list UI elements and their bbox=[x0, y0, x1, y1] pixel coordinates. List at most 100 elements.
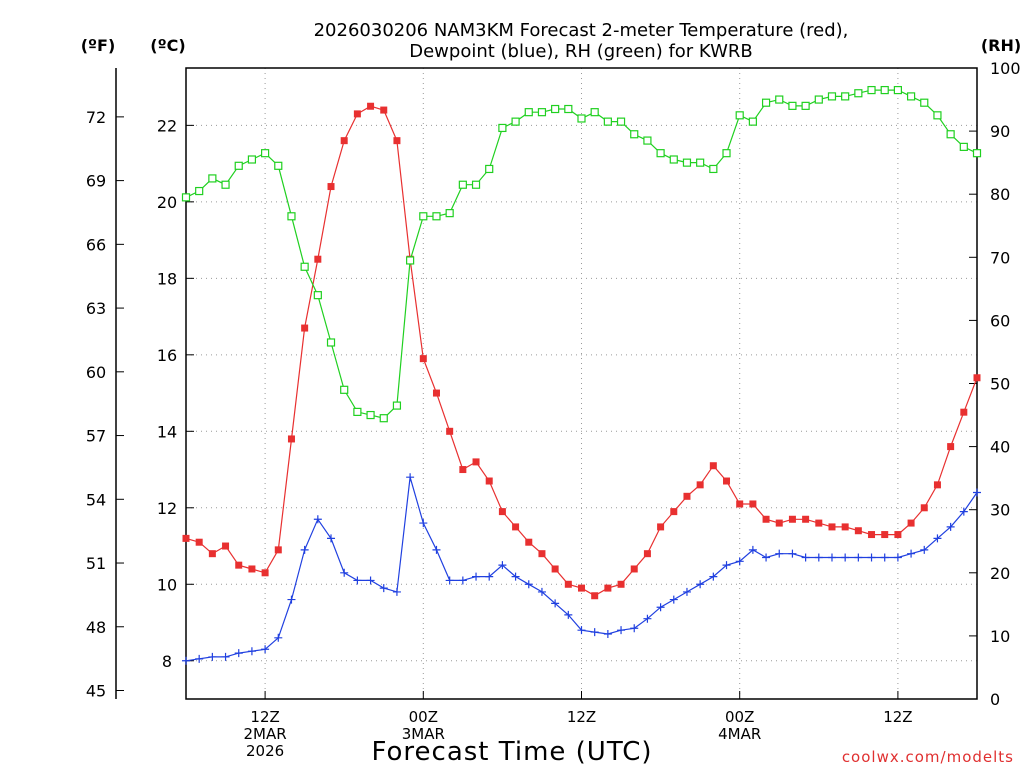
celsius-tick-label: 20 bbox=[157, 193, 177, 212]
series-2-point-49 bbox=[827, 92, 837, 101]
series-2-point-51 bbox=[854, 89, 863, 98]
series-0-point-5 bbox=[248, 565, 256, 573]
series-1-point-56 bbox=[920, 545, 929, 554]
series-1-point-4 bbox=[234, 649, 243, 658]
series-1-point-35 bbox=[643, 614, 652, 623]
series-2-point-20 bbox=[445, 209, 454, 218]
x-axis-label: Forecast Time (UTC) bbox=[371, 737, 652, 767]
series-1-point-36 bbox=[656, 603, 665, 612]
series-0-point-56 bbox=[920, 504, 928, 512]
series-1-point-28 bbox=[551, 599, 560, 608]
x-tick-label-0-1: 2MAR bbox=[244, 725, 287, 743]
series-2-point-45 bbox=[775, 95, 784, 104]
series-1-point-40 bbox=[709, 572, 718, 581]
series-0-point-30 bbox=[578, 584, 585, 592]
series-0-point-45 bbox=[775, 519, 783, 527]
rh-tick-label: 40 bbox=[990, 438, 1010, 457]
series-0-point-12 bbox=[340, 137, 348, 145]
series-2-point-35 bbox=[643, 136, 652, 145]
series-2-point-29 bbox=[564, 104, 573, 114]
series-1-point-2 bbox=[208, 652, 217, 661]
series-2-point-38 bbox=[682, 158, 692, 167]
x-tick-label-1-0: 00Z bbox=[409, 708, 438, 726]
series-1-point-58 bbox=[946, 522, 955, 531]
series-1-point-25 bbox=[511, 572, 520, 581]
celsius-unit-label: (ºC) bbox=[150, 36, 185, 55]
rh-tick-label: 10 bbox=[990, 627, 1010, 646]
fahrenheit-tick-label: 72 bbox=[86, 108, 106, 127]
series-2-point-47 bbox=[801, 101, 810, 110]
series-0-point-47 bbox=[802, 515, 810, 523]
x-tick-label-0-2: 2026 bbox=[246, 742, 284, 760]
series-0-point-31 bbox=[591, 592, 599, 600]
series-2-point-14 bbox=[366, 410, 375, 420]
celsius-tick-label: 10 bbox=[157, 575, 177, 594]
series-1-point-31 bbox=[590, 628, 599, 637]
series-2-point-15 bbox=[379, 414, 388, 423]
series-0-point-41 bbox=[723, 477, 731, 485]
series-line-0 bbox=[185, 105, 978, 597]
series-1-point-34 bbox=[630, 624, 639, 633]
fahrenheit-tick-label: 69 bbox=[86, 172, 106, 191]
series-1-point-18 bbox=[419, 519, 428, 528]
series-2-point-57 bbox=[933, 111, 942, 120]
series-1-point-50 bbox=[841, 553, 850, 562]
series-1-point-3 bbox=[221, 652, 230, 661]
series-0-point-13 bbox=[353, 110, 361, 118]
series-1-point-12 bbox=[340, 568, 349, 577]
fahrenheit-tick-label: 60 bbox=[86, 363, 106, 382]
series-0-point-53 bbox=[881, 531, 889, 539]
series-1-point-30 bbox=[577, 626, 586, 635]
series-0-point-29 bbox=[564, 580, 572, 588]
rh-tick-label: 70 bbox=[990, 248, 1010, 267]
series-0-point-1 bbox=[195, 538, 203, 546]
fahrenheit-tick-label: 57 bbox=[86, 427, 106, 446]
series-0-point-9 bbox=[301, 324, 309, 332]
series-2-point-22 bbox=[471, 180, 481, 189]
rh-tick-label: 20 bbox=[990, 564, 1010, 583]
series-2-point-31 bbox=[590, 108, 599, 117]
rh-tick-label: 50 bbox=[990, 375, 1010, 394]
series-2-point-0 bbox=[181, 193, 191, 202]
series-1-point-39 bbox=[696, 580, 705, 589]
axes bbox=[115, 67, 978, 700]
chart-title-line-1: 2026030206 NAM3KM Forecast 2-meter Tempe… bbox=[314, 20, 849, 41]
series-2-point-46 bbox=[788, 101, 797, 110]
fahrenheit-tick-label: 66 bbox=[86, 235, 106, 254]
series-1-point-29 bbox=[564, 610, 573, 619]
series-2-point-58 bbox=[946, 130, 955, 139]
series-0-point-18 bbox=[419, 355, 427, 363]
series-2-point-7 bbox=[274, 161, 283, 170]
series-1-point-60 bbox=[973, 488, 981, 497]
series-2-point-53 bbox=[880, 85, 889, 95]
series-1 bbox=[182, 473, 981, 665]
series-2-point-3 bbox=[221, 180, 230, 189]
series-0-point-58 bbox=[947, 443, 955, 451]
series-0-point-34 bbox=[630, 565, 638, 573]
series-0-point-49 bbox=[828, 523, 836, 531]
series-1-point-22 bbox=[472, 572, 481, 581]
series-1-point-5 bbox=[247, 647, 256, 656]
series-2-point-25 bbox=[511, 117, 520, 126]
series-2-point-11 bbox=[326, 338, 336, 347]
series-1-point-8 bbox=[287, 595, 296, 604]
series-1-point-54 bbox=[893, 553, 902, 562]
series-0-point-55 bbox=[907, 519, 915, 527]
celsius-tick-label: 8 bbox=[162, 652, 172, 671]
series-2-point-40 bbox=[709, 164, 718, 174]
series-0-point-48 bbox=[815, 519, 823, 527]
series-1-point-26 bbox=[524, 580, 533, 589]
credit-label: coolwx.com/modelts bbox=[842, 748, 1014, 766]
series-2-point-30 bbox=[577, 114, 586, 123]
series-1-point-32 bbox=[603, 629, 612, 638]
series-1-point-49 bbox=[827, 553, 836, 562]
series-2-point-19 bbox=[432, 212, 441, 221]
rh-tick-label: 30 bbox=[990, 501, 1010, 520]
series-0-point-39 bbox=[696, 481, 704, 489]
fahrenheit-tick-label: 63 bbox=[86, 299, 106, 318]
series-2-point-59 bbox=[959, 142, 968, 151]
series-1-point-9 bbox=[300, 545, 309, 554]
series-2-point-55 bbox=[906, 92, 916, 101]
chart-title-line-2: Dewpoint (blue), RH (green) for KWRB bbox=[409, 41, 753, 62]
